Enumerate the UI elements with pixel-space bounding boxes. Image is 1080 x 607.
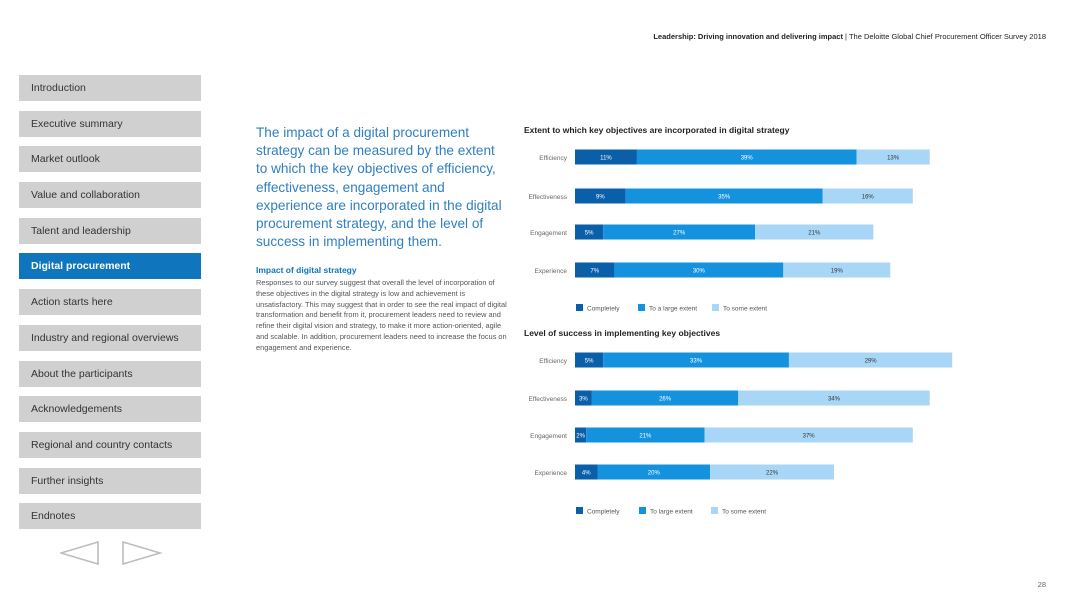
data-label: 26% (659, 397, 672, 403)
bar-segment (788, 352, 953, 368)
data-label: 27% (673, 231, 686, 237)
lead-paragraph: The impact of a digital procurement stra… (256, 125, 502, 250)
legend-swatch (576, 507, 583, 514)
nav-item-action-starts-here[interactable]: Action starts here (19, 289, 201, 316)
data-label: 30% (693, 269, 706, 275)
body-paragraph: Responses to our survey suggest that ove… (256, 278, 507, 352)
data-label: 7% (590, 269, 599, 275)
nav-item-about-the-participants[interactable]: About the participants (19, 360, 201, 387)
bar-segment (603, 224, 756, 240)
header-title-rest: The Deloitte Global Chief Procurement Of… (848, 32, 1046, 41)
bar-segment (603, 352, 789, 368)
bar-segment (591, 390, 739, 406)
nav-item-market-outlook[interactable]: Market outlook (19, 146, 201, 173)
category-label: Engagement (530, 230, 567, 237)
category-label: Effectiveness (528, 396, 567, 403)
data-label: 5% (585, 231, 594, 237)
header-title-bold: Leadership: Driving innovation and deliv… (653, 32, 843, 41)
bar-segment (575, 427, 587, 443)
legend-label: To a large extent (649, 306, 697, 313)
legend-label: To large extent (650, 509, 693, 516)
data-label: 5% (585, 359, 594, 365)
data-label: 37% (803, 434, 816, 440)
bar-segment (738, 390, 930, 406)
data-label: 4% (582, 471, 591, 477)
data-label: 2% (576, 434, 585, 440)
data-label: 19% (831, 269, 844, 275)
bar-segment (614, 262, 784, 278)
data-label: 11% (600, 156, 612, 162)
category-label: Effectiveness (528, 194, 567, 201)
bar-segment (597, 464, 711, 480)
nav-item-industry-and-regional-overviews[interactable]: Industry and regional overviews (19, 324, 201, 351)
legend-swatch (639, 507, 646, 514)
nav-item-endnotes[interactable]: Endnotes (19, 503, 201, 530)
data-label: 35% (718, 195, 731, 201)
nav-item-executive-summary[interactable]: Executive summary (19, 110, 201, 137)
category-label: Efficiency (539, 155, 567, 162)
legend-label: Completely (587, 306, 620, 313)
bar-segment (755, 224, 874, 240)
bar-segment (586, 427, 705, 443)
bar-segment (783, 262, 891, 278)
data-label: 16% (862, 195, 875, 201)
bar-segment (575, 262, 615, 278)
nav-item-talent-and-leadership[interactable]: Talent and leadership (19, 217, 201, 244)
prev-page-icon[interactable] (60, 541, 99, 565)
bar-segment (575, 188, 626, 204)
chart-1-title: Extent to which key objectives are incor… (524, 125, 790, 135)
bar-segment (575, 390, 592, 406)
data-label: 3% (579, 397, 588, 403)
nav-item-value-and-collaboration[interactable]: Value and collaboration (19, 182, 201, 209)
data-label: 33% (690, 359, 703, 365)
legend-swatch (638, 304, 645, 311)
data-label: 21% (808, 231, 821, 237)
data-label: 9% (596, 195, 605, 201)
data-label: 20% (648, 471, 661, 477)
data-label: 34% (828, 397, 841, 403)
legend-label: To some extent (722, 509, 766, 516)
category-label: Experience (534, 470, 567, 477)
legend-swatch (712, 304, 719, 311)
bar-segment (636, 149, 857, 165)
nav-item-introduction[interactable]: Introduction (19, 75, 201, 101)
legend-label: To some extent (723, 306, 767, 313)
bar-segment (856, 149, 930, 165)
page-header: Leadership: Driving innovation and deliv… (653, 32, 1046, 41)
nav-item-acknowledgements[interactable]: Acknowledgements (19, 396, 201, 423)
header-separator: | (842, 32, 849, 41)
data-label: 39% (741, 156, 754, 162)
legend-swatch (576, 304, 583, 311)
page-arrows (60, 541, 170, 565)
bar-segment (710, 464, 834, 480)
page-number: 28 (1037, 580, 1046, 589)
category-label: Efficiency (539, 358, 567, 365)
data-label: 13% (887, 156, 900, 162)
nav-item-digital-procurement[interactable]: Digital procurement (19, 253, 201, 280)
section-subheading: Impact of digital strategy (256, 265, 357, 275)
legend-swatch (711, 507, 718, 514)
nav-item-further-insights[interactable]: Further insights (19, 467, 201, 494)
data-label: 21% (639, 434, 652, 440)
next-page-icon[interactable] (122, 541, 163, 565)
category-label: Experience (534, 268, 567, 275)
data-label: 22% (766, 471, 779, 477)
bar-segment (575, 149, 637, 165)
bar-segment (625, 188, 823, 204)
nav-item-regional-and-country-contacts[interactable]: Regional and country contacts (19, 431, 201, 458)
side-nav: Introduction Executive summary Market outl… (19, 75, 201, 539)
bar-segment (575, 464, 598, 480)
bar-segment (822, 188, 913, 204)
category-label: Engagement (530, 433, 567, 440)
bar-segment (575, 224, 604, 240)
bar-segment (704, 427, 913, 443)
legend-label: Completely (587, 509, 620, 516)
bar-segment (575, 352, 604, 368)
data-label: 29% (865, 359, 878, 365)
chart-2-title: Level of success in implementing key obj… (524, 328, 721, 338)
